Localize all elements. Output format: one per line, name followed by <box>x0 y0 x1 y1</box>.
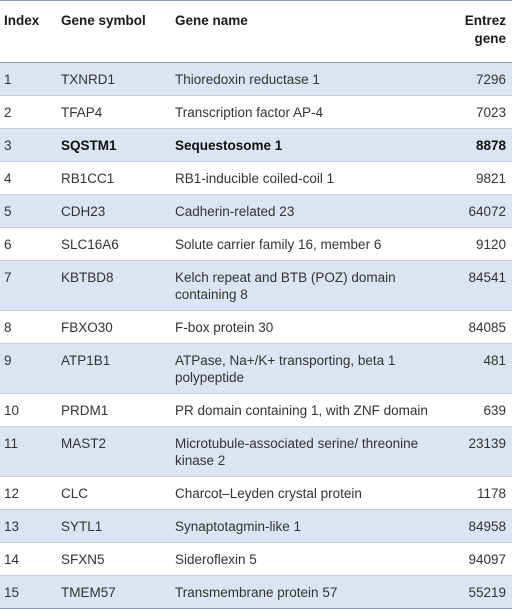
cell-gene-name: Synaptotagmin-like 1 <box>171 509 449 543</box>
cell-gene-name: Solute carrier family 16, member 6 <box>171 227 449 261</box>
cell-entrez: 1178 <box>449 476 512 510</box>
table-row: 9 ATP1B1 ATPase, Na+/K+ transporting, be… <box>0 343 512 394</box>
cell-entrez: 481 <box>449 343 512 394</box>
cell-gene-symbol: RB1CC1 <box>57 161 171 195</box>
header-row: Index Gene symbol Gene name Entrez gene <box>0 0 512 63</box>
cell-gene-name: Cadherin-related 23 <box>171 194 449 228</box>
cell-gene-symbol: CDH23 <box>57 194 171 228</box>
table-row: 12 CLC Charcot–Leyden crystal protein 11… <box>0 476 512 510</box>
cell-gene-name: Transcription factor AP-4 <box>171 95 449 129</box>
cell-gene-symbol: SFXN5 <box>57 542 171 576</box>
cell-gene-name: PR domain containing 1, with ZNF domain <box>171 393 449 427</box>
cell-entrez: 639 <box>449 393 512 427</box>
cell-gene-symbol: ATP1B1 <box>57 343 171 394</box>
cell-entrez: 94097 <box>449 542 512 576</box>
cell-entrez: 7296 <box>449 62 512 96</box>
table-row: 14 SFXN5 Sideroflexin 5 94097 <box>0 542 512 576</box>
cell-gene-symbol: FBXO30 <box>57 310 171 344</box>
cell-gene-name: Sequestosome 1 <box>171 128 449 162</box>
table-row: 11 MAST2 Microtubule-associated serine/ … <box>0 426 512 477</box>
cell-entrez: 23139 <box>449 426 512 477</box>
cell-gene-name: Sideroflexin 5 <box>171 542 449 576</box>
table-row: 13 SYTL1 Synaptotagmin-like 1 84958 <box>0 509 512 543</box>
cell-index: 15 <box>0 575 57 609</box>
cell-index: 13 <box>0 509 57 543</box>
cell-entrez: 64072 <box>449 194 512 228</box>
table-body: 1 TXNRD1 Thioredoxin reductase 1 7296 2 … <box>0 62 512 609</box>
table-row: 2 TFAP4 Transcription factor AP-4 7023 <box>0 95 512 129</box>
cell-index: 6 <box>0 227 57 261</box>
header-index: Index <box>4 13 40 28</box>
cell-gene-symbol: TXNRD1 <box>57 62 171 96</box>
cell-gene-name: Charcot–Leyden crystal protein <box>171 476 449 510</box>
table-row: 10 PRDM1 PR domain containing 1, with ZN… <box>0 393 512 427</box>
cell-entrez: 7023 <box>449 95 512 129</box>
cell-gene-symbol: SQSTM1 <box>57 128 171 162</box>
cell-index: 7 <box>0 260 57 311</box>
table-row: 4 RB1CC1 RB1-inducible coiled-coil 1 982… <box>0 161 512 195</box>
table-row: 15 TMEM57 Transmembrane protein 57 55219 <box>0 575 512 609</box>
cell-entrez: 84541 <box>449 260 512 311</box>
table-row: 7 KBTBD8 Kelch repeat and BTB (POZ) doma… <box>0 260 512 311</box>
cell-index: 11 <box>0 426 57 477</box>
cell-index: 8 <box>0 310 57 344</box>
table-header: Index Gene symbol Gene name Entrez gene <box>0 0 512 63</box>
cell-gene-name: Transmembrane protein 57 <box>171 575 449 609</box>
header-entrez-gene: Entrez gene <box>464 13 506 46</box>
cell-index: 5 <box>0 194 57 228</box>
cell-gene-name: Microtubule-associated serine/ threonine… <box>171 426 449 477</box>
cell-gene-symbol: SLC16A6 <box>57 227 171 261</box>
cell-index: 4 <box>0 161 57 195</box>
cell-gene-symbol: SYTL1 <box>57 509 171 543</box>
cell-index: 3 <box>0 128 57 162</box>
cell-entrez: 9821 <box>449 161 512 195</box>
cell-entrez: 55219 <box>449 575 512 609</box>
cell-gene-symbol: TFAP4 <box>57 95 171 129</box>
cell-gene-name: Kelch repeat and BTB (POZ) domain contai… <box>171 260 449 311</box>
table-row: 5 CDH23 Cadherin-related 23 64072 <box>0 194 512 228</box>
table-row: 8 FBXO30 F-box protein 30 84085 <box>0 310 512 344</box>
cell-gene-symbol: TMEM57 <box>57 575 171 609</box>
table-row: 1 TXNRD1 Thioredoxin reductase 1 7296 <box>0 62 512 96</box>
cell-gene-name: RB1-inducible coiled-coil 1 <box>171 161 449 195</box>
table-row: 6 SLC16A6 Solute carrier family 16, memb… <box>0 227 512 261</box>
cell-entrez: 84958 <box>449 509 512 543</box>
cell-index: 9 <box>0 343 57 394</box>
header-gene-symbol: Gene symbol <box>61 13 146 28</box>
header-gene-name: Gene name <box>175 13 248 28</box>
cell-entrez: 8878 <box>449 128 512 162</box>
cell-index: 2 <box>0 95 57 129</box>
cell-entrez: 84085 <box>449 310 512 344</box>
cell-gene-name: Thioredoxin reductase 1 <box>171 62 449 96</box>
cell-gene-symbol: KBTBD8 <box>57 260 171 311</box>
cell-gene-name: ATPase, Na+/K+ transporting, beta 1 poly… <box>171 343 449 394</box>
table-row-highlighted: 3 SQSTM1 Sequestosome 1 8878 <box>0 128 512 162</box>
cell-index: 14 <box>0 542 57 576</box>
cell-gene-symbol: PRDM1 <box>57 393 171 427</box>
cell-index: 12 <box>0 476 57 510</box>
cell-gene-name: F-box protein 30 <box>171 310 449 344</box>
cell-index: 1 <box>0 62 57 96</box>
cell-entrez: 9120 <box>449 227 512 261</box>
cell-index: 10 <box>0 393 57 427</box>
cell-gene-symbol: CLC <box>57 476 171 510</box>
cell-gene-symbol: MAST2 <box>57 426 171 477</box>
